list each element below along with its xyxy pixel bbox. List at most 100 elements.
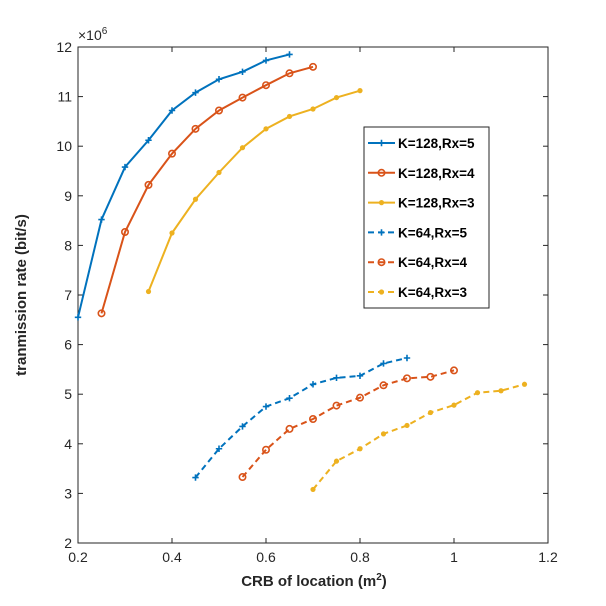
data-point	[262, 403, 270, 410]
y-tick-label: 5	[64, 386, 72, 402]
data-point	[332, 401, 341, 410]
x-tick-label: 0.4	[162, 549, 182, 565]
data-point	[449, 366, 458, 375]
data-point	[97, 309, 106, 318]
legend-label: K=64,Rx=3	[398, 285, 468, 300]
series-1	[74, 51, 293, 321]
data-point	[310, 106, 316, 112]
data-point	[355, 393, 364, 402]
legend-item: K=64,Rx=3	[368, 285, 468, 300]
series-5	[238, 366, 458, 482]
data-point	[286, 51, 293, 58]
data-point	[262, 57, 270, 64]
series-4	[192, 354, 411, 481]
y-axis-label: tranmission rate (bit/s)	[13, 214, 30, 376]
data-point	[121, 228, 130, 237]
data-point	[192, 474, 199, 481]
data-point	[169, 230, 175, 236]
legend-marker	[377, 258, 386, 267]
data-point	[403, 354, 411, 362]
y-tick-label: 11	[57, 89, 72, 105]
data-point	[286, 394, 293, 402]
legend-item: K=64,Rx=4	[368, 255, 468, 270]
data-point	[333, 374, 340, 382]
data-point	[239, 423, 246, 430]
data-point	[215, 445, 223, 452]
data-point	[145, 288, 152, 295]
data-point	[427, 409, 434, 416]
legend-marker	[378, 289, 385, 295]
data-point	[192, 89, 199, 96]
data-point	[239, 68, 246, 75]
legend-marker	[378, 229, 385, 236]
legend-marker	[377, 168, 386, 177]
y-tick-label: 3	[64, 485, 72, 501]
series-line	[194, 357, 408, 479]
data-point	[380, 431, 387, 437]
data-point	[379, 381, 388, 390]
series-line	[100, 65, 314, 314]
data-point	[402, 374, 411, 383]
legend-box	[363, 126, 490, 309]
ticks-layer: 0.2 0.4 0.6 0.8 1 1.2 2 3 4 5 6 7 8 9 10 11 12	[56, 39, 558, 565]
series-3	[145, 88, 363, 295]
series-6	[310, 381, 528, 493]
data-point	[144, 180, 153, 189]
data-point	[216, 169, 222, 176]
data-point	[238, 93, 247, 102]
data-point	[380, 360, 387, 367]
y-tick-label: 2	[64, 535, 72, 551]
x-axis-label-suffix: )	[382, 573, 387, 590]
x-axis-label-sup: 2	[376, 572, 382, 583]
data-point	[74, 314, 82, 321]
data-point	[404, 422, 410, 429]
series-layer	[74, 51, 528, 493]
y-multiplier-exponent: 6	[102, 26, 108, 37]
data-point	[426, 372, 435, 381]
data-point	[310, 486, 316, 493]
data-point	[261, 81, 270, 90]
legend-item: K=128,Rx=3	[368, 196, 475, 211]
y-tick-label: 4	[64, 436, 72, 452]
data-point	[263, 126, 269, 132]
series-line	[77, 53, 290, 318]
y-tick-label: 12	[56, 39, 72, 55]
y-tick-label: 8	[64, 237, 72, 253]
data-point	[357, 446, 363, 452]
legend-marker	[378, 139, 385, 147]
data-point	[333, 458, 340, 464]
data-point	[191, 124, 200, 133]
data-point	[521, 381, 528, 387]
y-multiplier-base: ×10	[78, 27, 102, 43]
legend-label: K=128,Rx=4	[398, 166, 475, 181]
x-axis-label: CRB of location (m2)	[241, 572, 387, 590]
data-point	[356, 372, 364, 380]
y-tick-label: 10	[56, 138, 72, 154]
data-point	[98, 216, 105, 223]
legend-label: K=128,Rx=5	[398, 136, 475, 151]
series-2	[97, 62, 317, 318]
data-point	[308, 62, 317, 71]
legend-label: K=64,Rx=4	[398, 255, 468, 270]
data-point	[215, 76, 223, 83]
legend-label: K=128,Rx=3	[398, 196, 475, 211]
y-tick-label: 7	[64, 287, 72, 303]
data-point	[121, 163, 129, 171]
y-tick-label: 6	[64, 337, 72, 353]
data-point	[261, 445, 270, 454]
data-point	[498, 388, 504, 394]
data-point	[285, 424, 294, 433]
data-point	[168, 107, 176, 114]
data-point	[238, 473, 247, 482]
data-point	[451, 402, 457, 408]
x-tick-label: 0.2	[68, 549, 88, 565]
x-tick-label: 1	[450, 549, 458, 565]
legend-item: K=128,Rx=4	[368, 166, 475, 181]
data-point	[285, 69, 294, 78]
legend-item: K=128,Rx=5	[368, 136, 475, 151]
legend-marker	[378, 200, 385, 206]
data-point	[333, 94, 340, 101]
data-point	[168, 149, 177, 158]
y-multiplier: ×106	[78, 26, 108, 43]
